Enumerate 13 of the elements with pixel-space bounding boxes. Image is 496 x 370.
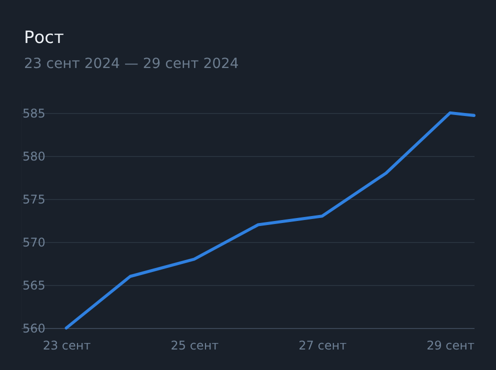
x-tick-label: 25 сент: [170, 338, 219, 352]
y-tick-label: 560: [22, 322, 46, 336]
x-tick-label: 27 сент: [298, 338, 347, 352]
y-tick-label: 575: [22, 192, 46, 206]
y-tick-label: 570: [22, 235, 46, 250]
chart-title: Рост: [24, 28, 64, 48]
y-tick-label: 580: [22, 149, 46, 164]
line-series: [64, 111, 476, 330]
x-tick-label: 29 сент: [426, 338, 474, 352]
chart-subtitle: 23 сент 2024 — 29 сент 2024: [24, 56, 239, 72]
x-tick-label: 23 сент: [42, 338, 91, 352]
y-tick-label: 585: [22, 106, 46, 120]
y-tick-label: 565: [22, 278, 46, 292]
